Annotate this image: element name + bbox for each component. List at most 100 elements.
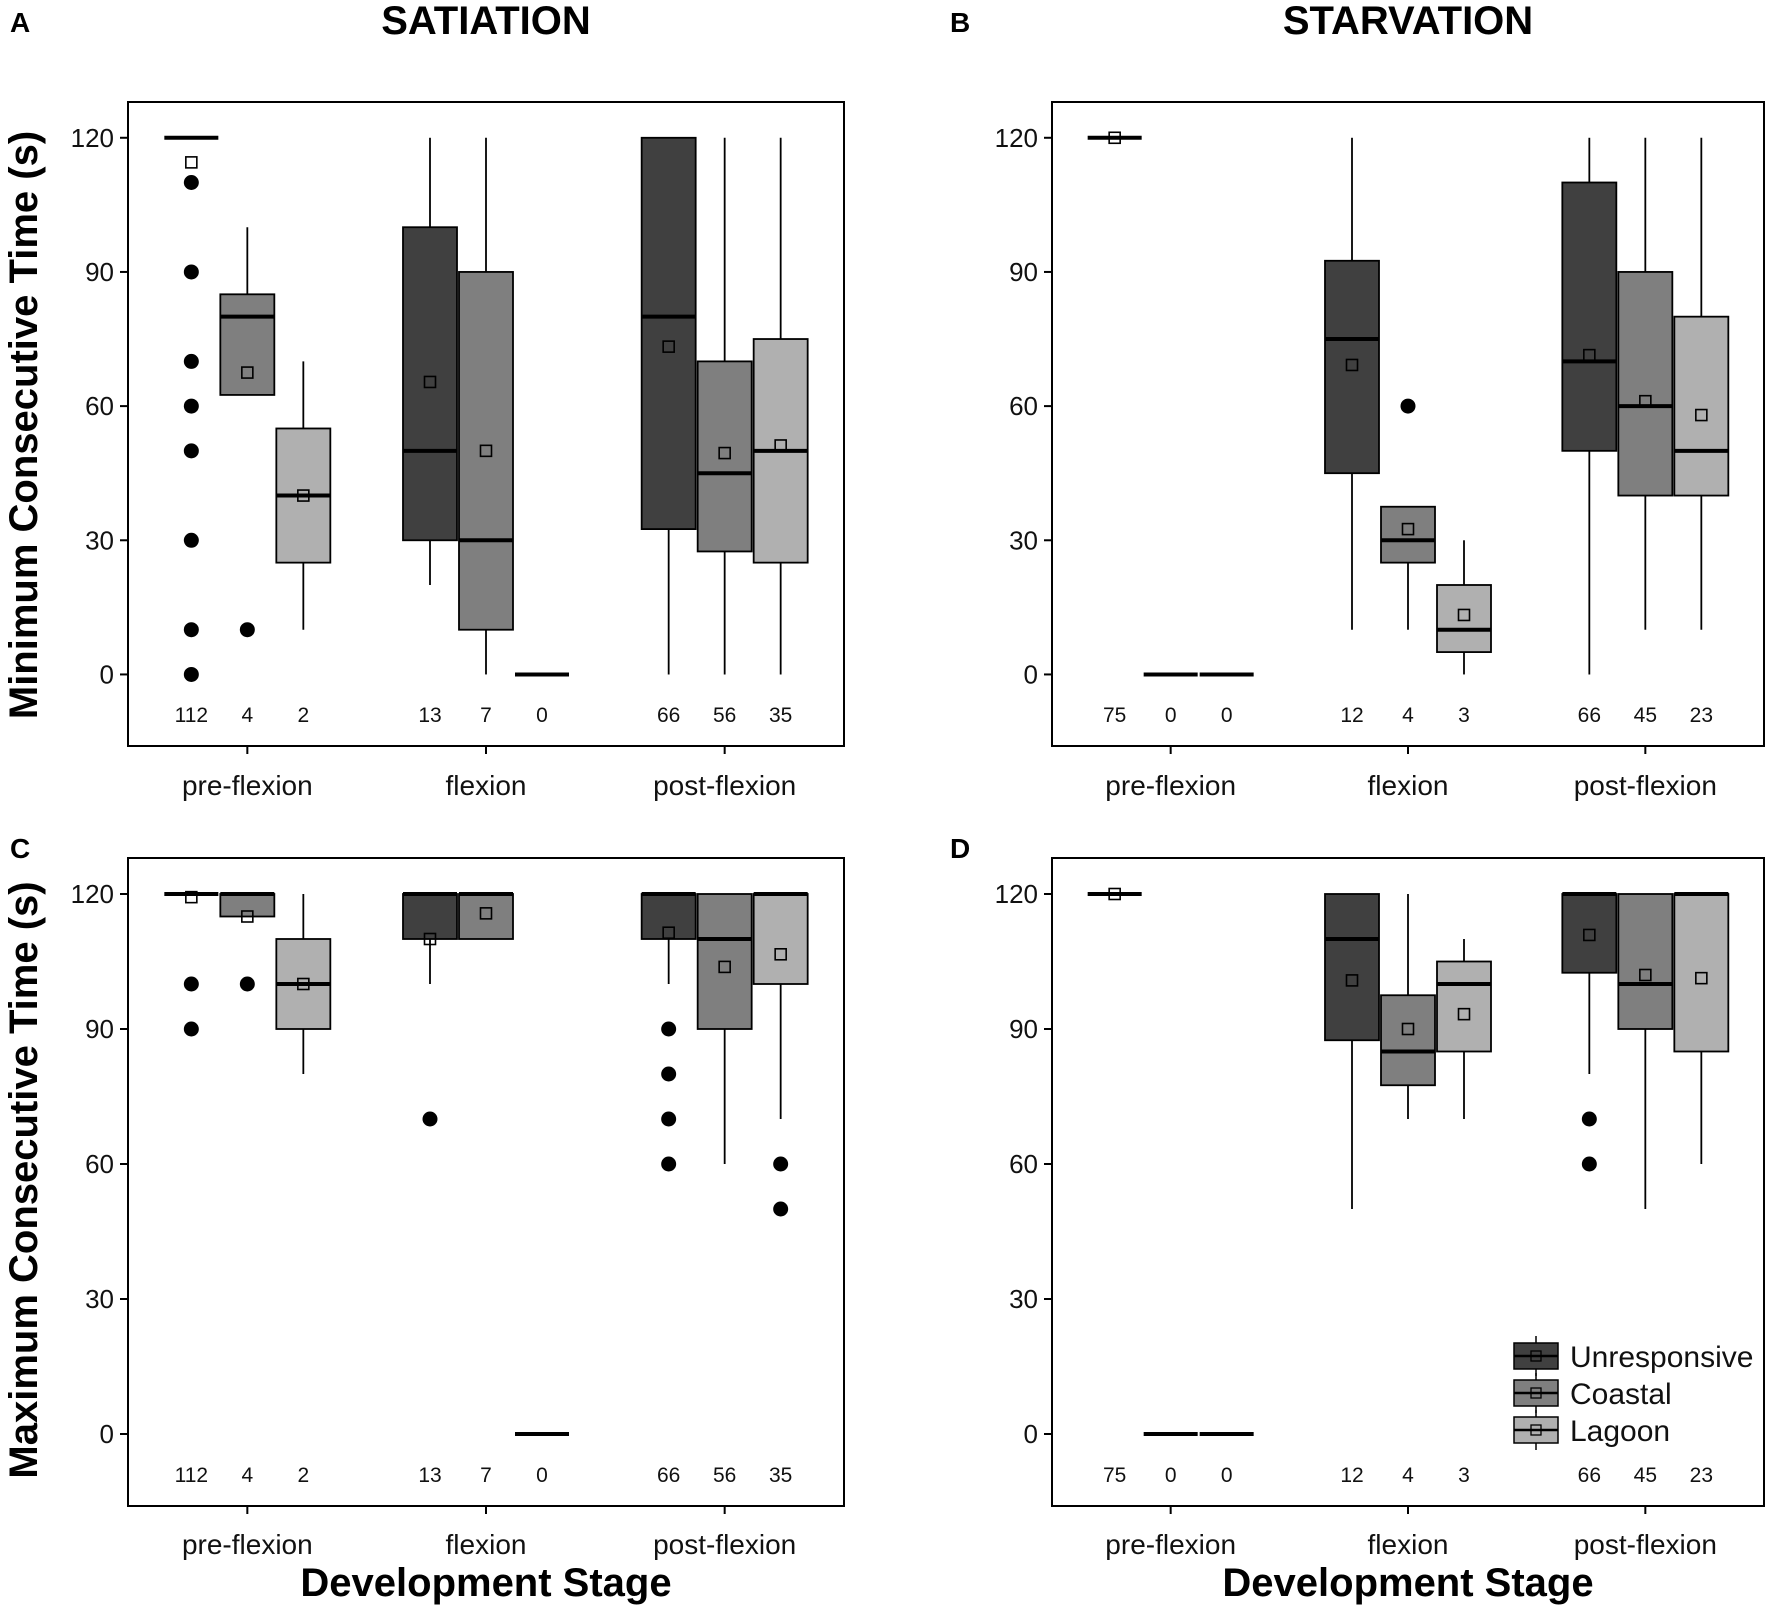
outlier-c-pre-flexion-unresponsive-0: [183, 976, 199, 992]
mean-marker-a-post-flexion-coastal: [718, 446, 731, 460]
y-tick-label-c-90: 90: [85, 1014, 114, 1044]
box-d-post-flexion-lagoon: 23: [1673, 892, 1730, 1487]
count-label-c-pre-flexion-coastal: 4: [241, 1464, 253, 1487]
count-label-d-flexion-unresponsive: 12: [1340, 1464, 1363, 1487]
count-label-a-pre-flexion-lagoon: 2: [297, 704, 309, 727]
mean-marker-c-post-flexion-lagoon: [774, 947, 787, 961]
box-b-flexion-lagoon: 3: [1436, 540, 1492, 727]
box-rect-d-flexion-lagoon: [1436, 960, 1492, 1053]
mean-marker-a-post-flexion-lagoon: [774, 439, 787, 452]
y-tick-label-c-60: 60: [85, 1149, 114, 1179]
box-a-post-flexion-coastal: 56: [696, 137, 753, 727]
mean-marker-b-post-flexion-coastal: [1639, 394, 1652, 408]
y-tick-label-d-30: 30: [1009, 1284, 1038, 1314]
count-label-d-post-flexion-lagoon: 23: [1690, 1464, 1713, 1487]
legend-label-lagoon: Lagoon: [1570, 1415, 1670, 1448]
mean-marker-c-post-flexion-unresponsive: [662, 926, 675, 940]
box-rect-a-flexion-coastal: [458, 271, 514, 631]
mean-marker-b-flexion-lagoon: [1457, 608, 1471, 622]
y-tick-label-b-0: 0: [1024, 659, 1038, 689]
count-label-c-pre-flexion-unresponsive: 112: [175, 1464, 208, 1487]
box-c-flexion-unresponsive: 13: [402, 892, 458, 1487]
count-label-a-post-flexion-lagoon: 35: [769, 704, 792, 727]
mean-marker-a-pre-flexion-lagoon: [297, 489, 310, 502]
legend-label-unresponsive: Unresponsive: [1570, 1341, 1753, 1374]
count-label-c-flexion-coastal: 7: [480, 1464, 492, 1487]
outlier-c-flexion-unresponsive-0: [422, 1111, 438, 1127]
count-label-b-flexion-unresponsive: 12: [1340, 704, 1363, 727]
box-a-pre-flexion-lagoon: 2: [275, 361, 332, 727]
box-a-pre-flexion-coastal: 4: [219, 227, 276, 727]
box-d-pre-flexion-coastal: 0: [1143, 1432, 1198, 1487]
box-c-pre-flexion-lagoon: 2: [275, 894, 332, 1487]
y-axis-title-top: Minimum Consecutive Time (s): [2, 131, 46, 719]
mean-marker-b-post-flexion-lagoon: [1695, 408, 1708, 422]
y-tick-label-d-90: 90: [1009, 1014, 1038, 1044]
box-d-pre-flexion-lagoon: 0: [1199, 1432, 1254, 1487]
box-rect-a-post-flexion-coastal: [696, 360, 753, 553]
box-rect-d-post-flexion-coastal: [1617, 893, 1674, 1030]
x-tick-label-d-flexion: flexion: [1368, 1529, 1449, 1560]
box-rect-a-flexion-unresponsive: [402, 226, 458, 542]
mean-marker-a-post-flexion-unresponsive: [662, 340, 675, 353]
y-tick-label-a-0: 0: [100, 659, 114, 689]
box-rect-b-post-flexion-coastal: [1617, 271, 1674, 497]
box-c-flexion-coastal: 7: [458, 892, 514, 1487]
outlier-a-pre-flexion-unresponsive-0: [183, 175, 199, 190]
box-d-post-flexion-unresponsive: 66: [1561, 892, 1618, 1487]
mean-marker-c-pre-flexion-lagoon: [297, 977, 310, 991]
box-rect-d-post-flexion-unresponsive: [1561, 893, 1618, 974]
col-title-starvation: STARVATION: [1283, 0, 1533, 43]
panel-letter-a: A: [10, 7, 30, 38]
outlier-c-post-flexion-lagoon-1: [773, 1201, 789, 1217]
x-tick-label-c-post-flexion: post-flexion: [653, 1529, 796, 1560]
mean-marker-a-flexion-unresponsive: [423, 375, 437, 389]
box-b-post-flexion-lagoon: 23: [1673, 137, 1730, 727]
box-rect-b-post-flexion-lagoon: [1673, 315, 1730, 497]
mean-marker-d-post-flexion-coastal: [1639, 968, 1652, 982]
count-label-b-pre-flexion-unresponsive: 75: [1103, 704, 1126, 727]
y-tick-label-b-120: 120: [995, 123, 1038, 153]
outlier-a-pre-flexion-unresponsive-3: [183, 398, 199, 414]
legend-entry-coastal: Coastal: [1513, 1373, 1672, 1413]
y-tick-label-b-30: 30: [1009, 525, 1038, 555]
box-b-post-flexion-unresponsive: 66: [1561, 137, 1618, 727]
mean-marker-d-post-flexion-unresponsive: [1583, 928, 1596, 942]
count-label-b-pre-flexion-lagoon: 0: [1221, 704, 1233, 727]
count-label-d-pre-flexion-coastal: 0: [1165, 1464, 1177, 1487]
count-label-a-flexion-coastal: 7: [480, 704, 492, 727]
count-label-b-pre-flexion-coastal: 0: [1165, 704, 1177, 727]
panel-letter-b: B: [950, 7, 970, 38]
box-rect-a-post-flexion-unresponsive: [640, 136, 697, 530]
count-label-a-flexion-lagoon: 0: [536, 704, 548, 727]
count-label-b-flexion-lagoon: 3: [1458, 704, 1470, 727]
outlier-d-post-flexion-unresponsive-0: [1581, 1111, 1597, 1127]
count-label-d-flexion-coastal: 4: [1402, 1464, 1414, 1487]
x-tick-label-b-pre-flexion: pre-flexion: [1105, 770, 1236, 801]
box-rect-d-flexion-coastal: [1380, 994, 1436, 1087]
outlier-a-pre-flexion-unresponsive-1: [183, 264, 199, 280]
count-label-b-flexion-coastal: 4: [1402, 704, 1414, 727]
outlier-c-pre-flexion-coastal-0: [239, 976, 255, 992]
mean-marker-c-pre-flexion-coastal: [241, 910, 254, 923]
outlier-a-pre-flexion-unresponsive-2: [183, 353, 199, 369]
box-c-flexion-lagoon: 0: [515, 1432, 569, 1487]
box-a-flexion-lagoon: 0: [515, 672, 569, 727]
count-label-d-post-flexion-coastal: 45: [1634, 1464, 1657, 1487]
count-label-b-post-flexion-lagoon: 23: [1690, 704, 1713, 727]
count-label-c-post-flexion-unresponsive: 66: [657, 1464, 680, 1487]
outlier-a-pre-flexion-unresponsive-6: [183, 622, 199, 638]
count-label-d-flexion-lagoon: 3: [1458, 1464, 1470, 1487]
count-label-d-pre-flexion-lagoon: 0: [1221, 1464, 1233, 1487]
y-tick-label-d-60: 60: [1009, 1149, 1038, 1179]
box-d-flexion-unresponsive: 12: [1324, 893, 1380, 1487]
box-a-pre-flexion-unresponsive: 112: [164, 135, 219, 727]
y-tick-label-d-120: 120: [995, 879, 1038, 909]
box-d-post-flexion-coastal: 45: [1617, 893, 1674, 1487]
y-tick-label-a-120: 120: [71, 123, 114, 153]
box-rect-b-post-flexion-unresponsive: [1561, 181, 1618, 452]
count-label-a-pre-flexion-unresponsive: 112: [175, 704, 208, 727]
box-b-pre-flexion-unresponsive: 75: [1087, 131, 1142, 727]
mean-marker-a-flexion-coastal: [479, 444, 493, 458]
